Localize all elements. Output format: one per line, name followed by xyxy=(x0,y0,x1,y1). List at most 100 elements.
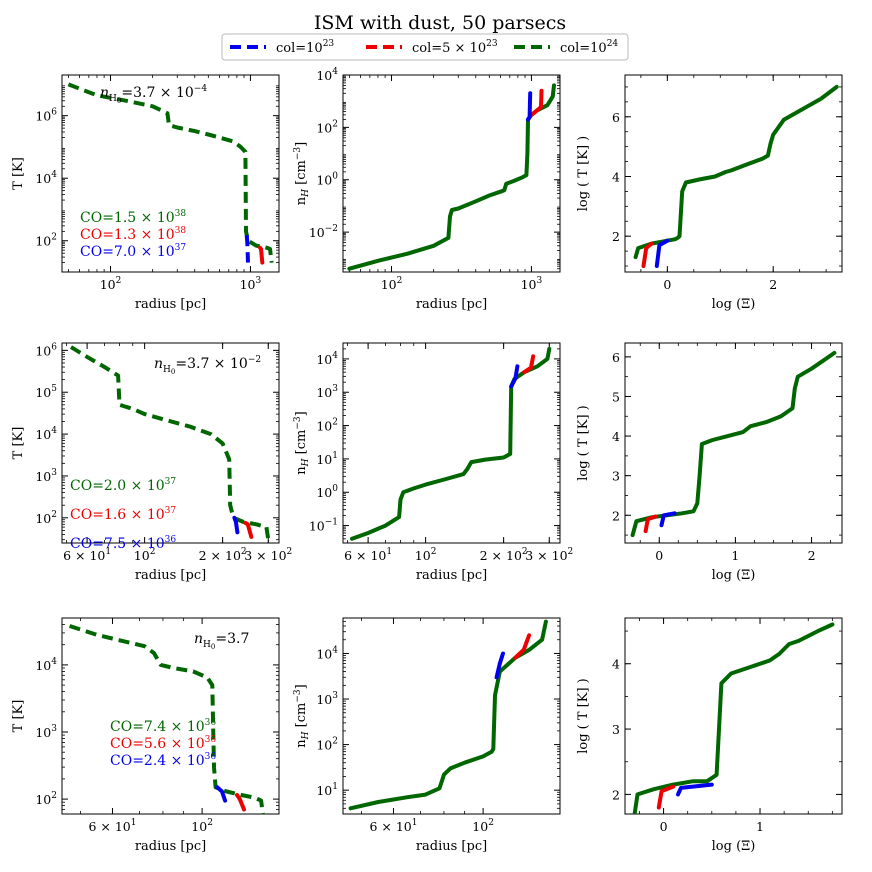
panel-frame xyxy=(61,617,280,815)
y-tick-label: 106 xyxy=(35,108,57,124)
x-axis-label: log (Ξ) xyxy=(712,568,756,583)
x-tick-label: 2 × 102 xyxy=(199,547,247,563)
x-tick-label: 102 xyxy=(100,276,122,292)
y-tick-label: 4 xyxy=(612,169,620,184)
y-tick-label: 104 xyxy=(316,645,338,661)
panel-r1c2: 102 103 10−2 100 102 104 radius [pc] nH [cm−3] xyxy=(293,67,561,312)
y-axis-label: nH [cm−3] xyxy=(293,684,311,747)
y-tick-label: 104 xyxy=(316,351,338,367)
y-tick-label: 3 xyxy=(612,722,620,737)
series-line-2 xyxy=(659,511,677,528)
y-axis-label: T [K] xyxy=(11,427,26,460)
x-tick-label: 102 xyxy=(134,547,156,563)
series-line-2 xyxy=(244,235,250,263)
series-line-0 xyxy=(68,624,265,814)
x-tick-label: 102 xyxy=(415,547,437,563)
density-annotation: nH0=3.7 × 10−2 xyxy=(154,355,261,376)
x-tick-label: 6 × 101 xyxy=(63,547,111,563)
series-group xyxy=(630,350,837,538)
co-label-2: CO=7.5 × 1036 xyxy=(70,535,176,552)
panel-frame xyxy=(342,342,561,544)
x-tick-label: 6 × 101 xyxy=(88,818,136,834)
figure-title: ISM with dust, 50 parsecs xyxy=(314,12,566,34)
y-axis-label: T [K] xyxy=(11,157,26,190)
series-line-0 xyxy=(347,83,556,271)
x-tick-label: 102 xyxy=(191,818,213,834)
panel-r2c3: 0 1 2 2 3 4 5 6 log (Ξ) log ( T [K] ) xyxy=(576,342,843,583)
co-label-2: CO=2.4 × 1036 xyxy=(110,752,216,769)
panel-frame xyxy=(624,74,843,273)
y-axis-label: nH [cm−3] xyxy=(293,411,311,474)
series-group xyxy=(67,82,274,265)
y-tick-label: 104 xyxy=(35,170,57,186)
y-tick-label: 102 xyxy=(316,119,338,135)
series-line-0 xyxy=(348,619,548,811)
series-line-1 xyxy=(258,245,265,265)
panel-frame xyxy=(342,74,561,273)
series-group xyxy=(350,346,552,541)
series-line-2 xyxy=(654,238,670,268)
series-group xyxy=(632,622,835,814)
y-tick-label: 102 xyxy=(316,737,338,753)
y-tick-label: 2 xyxy=(612,508,620,523)
y-tick-label: 4 xyxy=(612,657,620,672)
y-axis-label: T [K] xyxy=(11,700,26,733)
x-axis-label: radius [pc] xyxy=(416,839,487,854)
y-tick-label: 104 xyxy=(35,657,57,673)
legend-label-0: col=1023 xyxy=(276,39,334,56)
y-tick-label: 10−1 xyxy=(309,518,338,534)
y-tick-label: 102 xyxy=(35,233,57,249)
legend-label-2: col=1024 xyxy=(560,39,618,56)
y-tick-label: 103 xyxy=(35,724,57,740)
co-label-0: CO=1.5 × 1038 xyxy=(80,209,186,226)
series-line-2 xyxy=(509,364,520,389)
x-axis-label: radius [pc] xyxy=(416,297,487,312)
panel-r2c2: 6 × 101 102 2 × 1023 × 102 10−1 100 101 102 103… xyxy=(293,342,573,583)
series-line-1 xyxy=(641,241,654,268)
y-tick-label: 2 xyxy=(612,229,620,244)
series-group xyxy=(347,83,556,271)
series-line-2 xyxy=(676,782,714,797)
co-label-1: CO=1.6 × 1037 xyxy=(70,506,176,523)
x-tick-label: 102 xyxy=(472,818,494,834)
x-axis-label: log (Ξ) xyxy=(712,297,756,312)
y-axis-label: log ( T [K] ) xyxy=(576,405,591,481)
series-line-0 xyxy=(632,622,835,814)
x-axis-label: radius [pc] xyxy=(416,568,487,583)
y-tick-label: 10−2 xyxy=(309,224,338,240)
y-tick-label: 3 xyxy=(612,469,620,484)
x-tick-label: 2 xyxy=(769,277,777,292)
co-label-0: CO=7.4 × 1036 xyxy=(110,718,216,735)
x-tick-label: 0 xyxy=(663,277,671,292)
co-label-2: CO=7.0 × 1037 xyxy=(80,243,186,260)
y-axis-label: log ( T [K] ) xyxy=(576,136,591,212)
y-tick-label: 105 xyxy=(35,384,57,400)
series-line-1 xyxy=(643,514,658,534)
series-line-0 xyxy=(630,350,837,538)
y-tick-label: 104 xyxy=(316,67,338,83)
panel-r1c1: 102 103 102 104 106 radius [pc] T [K] nH0=3.7 ×… xyxy=(11,74,280,312)
x-tick-label: 6 × 101 xyxy=(369,818,417,834)
x-axis-label: log (Ξ) xyxy=(712,839,756,854)
series-line-0 xyxy=(350,346,552,541)
series-group xyxy=(633,84,839,268)
series-line-1 xyxy=(656,784,676,810)
panel-r1c3: 0 2 2 4 6 log (Ξ) log ( T [K] ) xyxy=(576,74,843,312)
x-tick-label: 3 × 102 xyxy=(525,547,573,563)
y-tick-label: 102 xyxy=(316,418,338,434)
x-tick-label: 0 xyxy=(660,819,668,834)
panel-frame xyxy=(61,74,280,273)
series-line-2 xyxy=(232,515,240,535)
y-tick-label: 4 xyxy=(612,429,620,444)
panel-r3c1: 6 × 101 102 102 103 104 radius [pc] T [K] nH0=3… xyxy=(11,617,280,854)
y-tick-label: 102 xyxy=(35,510,57,526)
density-annotation: nH0=3.7 × 10−4 xyxy=(100,84,207,105)
y-tick-label: 104 xyxy=(35,426,57,442)
series-line-1 xyxy=(513,633,532,660)
y-tick-label: 103 xyxy=(316,384,338,400)
panel-r2c1: 6 × 101 102 2 × 1023 × 102 102 103 104 105 106 r… xyxy=(11,342,292,583)
series-group xyxy=(69,345,271,540)
y-tick-label: 6 xyxy=(612,350,620,365)
y-tick-label: 101 xyxy=(316,451,338,467)
